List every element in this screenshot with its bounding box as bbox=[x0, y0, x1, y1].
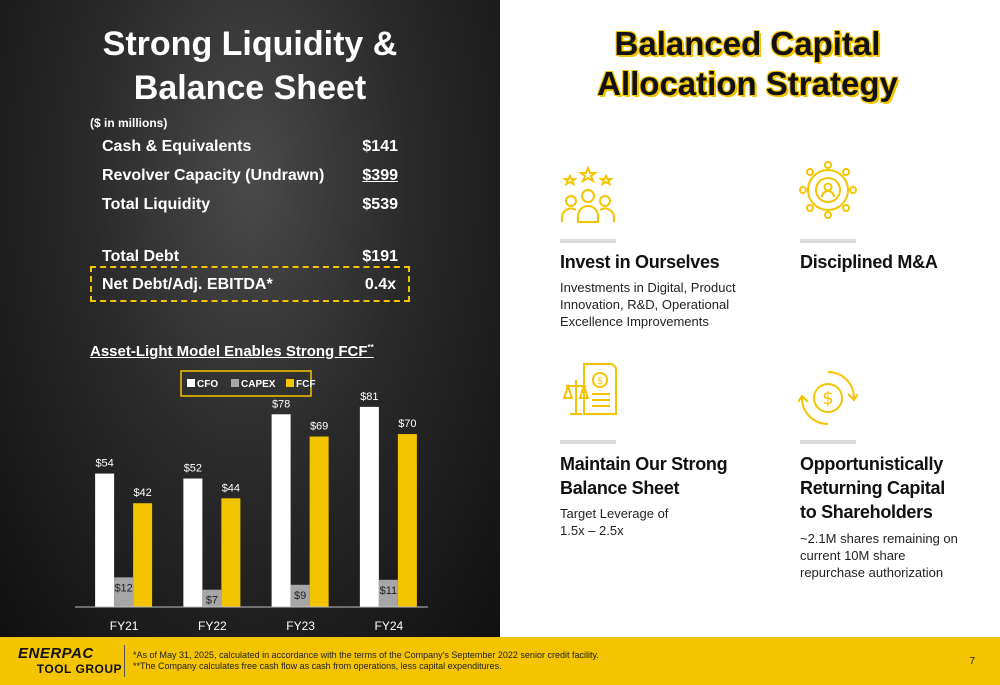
legend-label-cfo: CFO bbox=[197, 379, 218, 390]
data-label-fcf-fy24: $70 bbox=[398, 418, 416, 430]
pillar-divider bbox=[800, 440, 856, 444]
legend-swatch-cfo bbox=[187, 379, 195, 387]
footer-bar: ENERPAC TOOL GROUP *As of May 31, 2025, … bbox=[0, 637, 1000, 685]
chart-title: Asset-Light Model Enables Strong FCF** bbox=[90, 343, 374, 360]
bar-fcf-fy23 bbox=[309, 436, 329, 607]
bar-fcf-fy22 bbox=[221, 498, 241, 607]
bar-cfo-fy22 bbox=[183, 478, 203, 607]
liquidity-panel: Strong Liquidity & Balance Sheet ($ in m… bbox=[0, 0, 500, 637]
legend-swatch-fcf bbox=[286, 379, 294, 387]
data-label-cfo-fy23: $78 bbox=[272, 398, 290, 410]
bar-capex-fy21 bbox=[114, 577, 134, 607]
units-label: ($ in millions) bbox=[90, 116, 168, 130]
bar-fcf-fy24 bbox=[397, 434, 417, 607]
liquidity-title: Strong Liquidity & Balance Sheet bbox=[102, 25, 398, 107]
pillar-heading-invest: Invest in Ourselves bbox=[560, 252, 720, 272]
pillar-body-returning-capital: ~2.1M shares remaining on current 10M sh… bbox=[800, 531, 958, 580]
data-label-cfo-fy21: $54 bbox=[95, 458, 113, 470]
enerpac-logo: ENERPAC TOOL GROUP bbox=[18, 645, 122, 676]
bar-cfo-fy21 bbox=[95, 473, 115, 607]
legend-label-capex: CAPEX bbox=[241, 379, 276, 390]
footnotes: *As of May 31, 2025, calculated in accor… bbox=[133, 650, 599, 671]
footer-divider bbox=[124, 645, 125, 677]
pillar-divider bbox=[800, 239, 856, 243]
data-label-capex-fy24: $11 bbox=[380, 585, 398, 597]
data-label-fcf-fy23: $69 bbox=[310, 421, 328, 433]
dollar-cycle-icon: $ bbox=[798, 371, 858, 425]
x-tick-label: FY22 bbox=[198, 619, 227, 633]
strategy-title: Balanced Capital Allocation Strategy bbox=[597, 25, 898, 102]
legend-label-fcf: FCF bbox=[296, 379, 315, 390]
data-label-capex-fy21: $12 bbox=[114, 582, 132, 594]
bar-capex-fy22 bbox=[202, 589, 222, 607]
page-number: 7 bbox=[969, 656, 975, 667]
svg-text:$: $ bbox=[597, 376, 603, 387]
bar-cfo-fy23 bbox=[271, 414, 291, 607]
bar-cfo-fy24 bbox=[359, 406, 379, 607]
fcf-bar-chart: CFO CAPEX FCF $54 $12 $42 FY21 $52 $7 $44 FY22 $78 $… bbox=[75, 370, 428, 633]
data-label-cfo-fy22: $52 bbox=[184, 463, 202, 475]
data-label-capex-fy23: $9 bbox=[294, 590, 306, 602]
chart-legend-box bbox=[180, 370, 312, 397]
pillar-divider bbox=[560, 440, 616, 444]
data-label-cfo-fy24: $81 bbox=[360, 391, 378, 403]
pillar-body-balance-sheet: Target Leverage of 1.5x – 2.5x bbox=[560, 506, 669, 538]
pillar-heading-returning-capital: Opportunistically Returning Capital to S… bbox=[800, 454, 945, 522]
network-people-icon bbox=[799, 161, 857, 219]
leverage-highlight-box bbox=[90, 266, 410, 302]
data-label-capex-fy22: $7 bbox=[206, 595, 218, 607]
svg-text:$: $ bbox=[822, 388, 833, 409]
pillar-divider bbox=[560, 239, 616, 243]
legend-swatch-capex bbox=[231, 379, 239, 387]
bar-capex-fy24 bbox=[378, 579, 398, 607]
people-stars-icon bbox=[561, 166, 615, 223]
x-tick-label: FY21 bbox=[110, 619, 139, 633]
data-label-fcf-fy21: $42 bbox=[133, 487, 151, 499]
pillar-body-invest: Investments in Digital, Product Innovati… bbox=[560, 280, 736, 329]
data-label-fcf-fy22: $44 bbox=[222, 482, 240, 494]
bar-fcf-fy21 bbox=[133, 503, 153, 607]
pillar-heading-ma: Disciplined M&A bbox=[800, 252, 938, 272]
x-tick-label: FY23 bbox=[286, 619, 315, 633]
x-tick-label: FY24 bbox=[375, 619, 404, 633]
pillar-heading-balance-sheet: Maintain Our Strong Balance Sheet bbox=[560, 454, 728, 498]
balance-document-icon: $ bbox=[562, 363, 617, 415]
bar-capex-fy23 bbox=[290, 584, 310, 607]
